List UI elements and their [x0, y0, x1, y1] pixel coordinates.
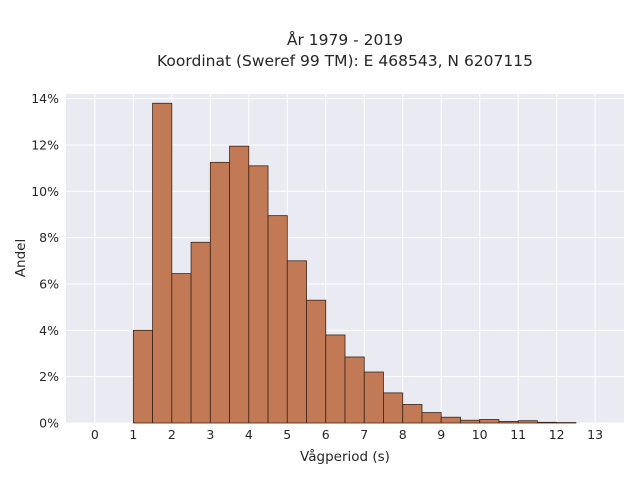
bar-8 — [286, 260, 307, 424]
y-axis-label: Andel — [13, 239, 29, 277]
bar-11 — [344, 356, 365, 424]
bar-17 — [460, 419, 481, 424]
bar-14 — [402, 404, 423, 424]
x-tick-label-9: 9 — [437, 427, 445, 442]
y-tick-label-7: 14% — [31, 91, 59, 106]
bar-2 — [171, 273, 192, 424]
y-tick-label-5: 10% — [31, 184, 59, 199]
x-axis-ticks: 0 1 2 3 4 5 6 7 8 9 10 11 12 13 — [91, 427, 603, 442]
bar-7 — [267, 215, 288, 424]
y-tick-label-6: 12% — [31, 137, 59, 152]
bar-0 — [132, 329, 153, 424]
bar-10 — [325, 334, 346, 424]
bar-18 — [479, 419, 500, 424]
x-tick-label-3: 3 — [206, 427, 214, 442]
x-tick-label-5: 5 — [283, 427, 291, 442]
bar-21 — [537, 421, 558, 424]
bar-15 — [421, 412, 442, 424]
x-tick-label-12: 12 — [549, 427, 565, 442]
y-axis-ticks: 0% 2% 4% 6% 8% 10% 12% 14% — [31, 91, 59, 430]
bar-1 — [152, 102, 173, 424]
x-tick-label-11: 11 — [510, 427, 526, 442]
bar-9 — [306, 299, 327, 424]
bar-19 — [498, 420, 519, 424]
bar-12 — [363, 371, 384, 424]
y-tick-label-4: 8% — [39, 230, 59, 245]
chart-title-line-1: År 1979 - 2019 — [287, 30, 403, 49]
y-tick-label-0: 0% — [39, 416, 59, 431]
x-tick-label-4: 4 — [245, 427, 253, 442]
y-tick-label-3: 6% — [39, 276, 59, 291]
x-tick-label-10: 10 — [472, 427, 488, 442]
bar-16 — [440, 416, 461, 424]
bar-13 — [383, 392, 404, 424]
bar-20 — [517, 420, 538, 424]
x-axis-label: Vågperiod (s) — [300, 448, 390, 465]
histogram-bars — [132, 102, 577, 424]
y-tick-label-2: 4% — [39, 323, 59, 338]
x-tick-label-6: 6 — [322, 427, 330, 442]
x-tick-label-1: 1 — [129, 427, 137, 442]
bar-4 — [209, 161, 230, 424]
x-tick-label-2: 2 — [168, 427, 176, 442]
x-tick-label-8: 8 — [399, 427, 407, 442]
x-tick-label-7: 7 — [360, 427, 368, 442]
chart-title-line-2: Koordinat (Sweref 99 TM): E 468543, N 62… — [157, 52, 533, 70]
bar-6 — [248, 165, 269, 424]
x-tick-label-13: 13 — [587, 427, 603, 442]
bar-3 — [190, 241, 211, 424]
y-tick-label-1: 2% — [39, 369, 59, 384]
bar-5 — [229, 145, 250, 424]
x-tick-label-0: 0 — [91, 427, 99, 442]
